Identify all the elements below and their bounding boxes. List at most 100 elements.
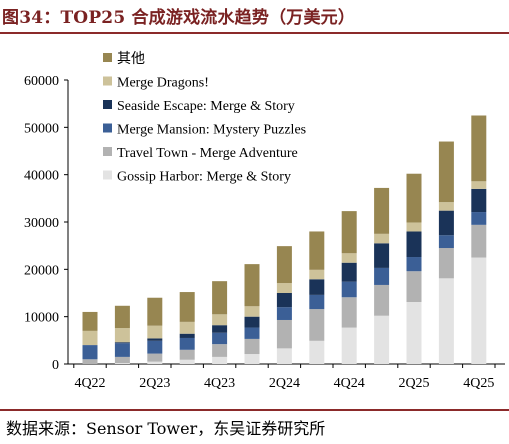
legend-swatch (103, 123, 112, 133)
legend-label: Merge Dragons! (117, 76, 209, 91)
bar-segment (244, 306, 260, 317)
y-tick-label: 40000 (24, 169, 59, 184)
bar-segment (471, 188, 487, 213)
bar-segment (309, 294, 325, 310)
x-tick-label: 2Q24 (269, 376, 300, 391)
legend-swatch (103, 147, 112, 156)
x-tick-label: 4Q22 (74, 376, 105, 391)
legend-label: Travel Town - Merge Adventure (117, 146, 298, 161)
bar-segment (341, 211, 357, 254)
bar-segment (276, 348, 292, 364)
legend-swatch (103, 53, 112, 62)
x-tick-label: 2Q23 (139, 376, 170, 391)
legend-swatch (103, 100, 112, 109)
bar-segment (212, 344, 228, 357)
bar-segment (179, 321, 195, 334)
bar-segment (309, 231, 325, 270)
bar-segment (114, 343, 130, 357)
bar-segment (406, 231, 422, 258)
bar-segment (82, 330, 98, 346)
bar-segment (309, 309, 325, 341)
bar-segment (244, 264, 260, 307)
bar-segment (406, 222, 422, 232)
plot-area: 0 10000 20000 30000 40000 50000 60000 4Q22 2Q23 4… (24, 51, 505, 391)
bar-segment (276, 293, 292, 308)
bar-segment (244, 338, 260, 355)
title-rule (0, 32, 509, 34)
bar-segment (471, 212, 487, 225)
bar-segment (438, 202, 454, 211)
bar-segment (244, 327, 260, 339)
bar-segment (374, 233, 390, 244)
legend-swatch (103, 76, 112, 86)
bar-segment (438, 248, 454, 279)
bar-segment (244, 316, 260, 328)
bar-segment (212, 314, 228, 326)
bar-segment (276, 246, 292, 284)
legend-label: Merge Mansion: Mystery Puzzles (117, 123, 306, 138)
source-note: 数据来源：Sensor Tower，东吴证券研究所 (6, 419, 326, 438)
bar-segment (438, 210, 454, 236)
bar-segment (82, 359, 98, 364)
y-tick-label: 50000 (24, 121, 59, 136)
bar-segment (471, 257, 487, 364)
legend-swatch (103, 170, 112, 180)
y-tick-label: 0 (52, 358, 59, 373)
bar-segment (471, 115, 487, 182)
bar-segment (212, 356, 228, 364)
bar-segment (212, 332, 228, 345)
bar-segment (406, 257, 422, 272)
x-tick-label: 4Q23 (204, 376, 235, 391)
bar-segment (114, 305, 130, 329)
x-tick-label: 4Q24 (334, 376, 365, 391)
bar-segment (276, 319, 292, 349)
source-rule (0, 409, 509, 411)
bar-segment (374, 187, 390, 234)
bar-segment (179, 292, 195, 322)
bar-segment (147, 353, 163, 362)
bar-segment (406, 173, 422, 223)
bar-segment (471, 181, 487, 189)
bar-segment (276, 283, 292, 293)
bar-segment (114, 342, 130, 344)
bar-segment (244, 354, 260, 364)
y-tick-label: 10000 (24, 311, 59, 326)
bar-segment (406, 271, 422, 302)
bar-segment (114, 328, 130, 343)
bar-segment (341, 281, 357, 298)
bar-segment (179, 349, 195, 360)
bar-segment (374, 284, 390, 316)
bar-segment (82, 311, 98, 331)
bar-segment (309, 279, 325, 295)
bar-segment (438, 141, 454, 203)
bar-segment (374, 243, 390, 268)
bar-segment (114, 356, 130, 364)
chart-title: 图34：TOP25 合成游戏流水趋势（万美元） (2, 8, 356, 28)
legend-label: Gossip Harbor: Merge & Story (117, 170, 291, 185)
bar-segment (179, 333, 195, 338)
bar-segment (179, 337, 195, 350)
bar-segment (341, 297, 357, 328)
bar-segment (471, 224, 487, 258)
bar-segment (114, 363, 130, 364)
y-tick-label: 30000 (24, 216, 59, 231)
legend-label: Seaside Escape: Merge & Story (117, 99, 295, 114)
bar-segment (212, 325, 228, 333)
y-tick-label: 20000 (24, 263, 59, 278)
bar-segment (438, 235, 454, 249)
y-tick-label: 60000 (24, 74, 59, 89)
x-tick-label: 2Q25 (398, 376, 429, 391)
bar-segment (147, 297, 163, 326)
x-tick-label: 4Q25 (463, 376, 494, 391)
bar-segment (147, 361, 163, 364)
bar-segment (309, 269, 325, 280)
bar-segment (309, 340, 325, 364)
bar-segment (82, 345, 98, 360)
bar-segment (341, 262, 357, 282)
bar-segment (438, 278, 454, 364)
legend-label: 其他 (117, 51, 145, 67)
bar-segment (406, 301, 422, 364)
bar-segment (147, 340, 163, 354)
bar-segment (276, 307, 292, 320)
bar-segment (179, 359, 195, 364)
